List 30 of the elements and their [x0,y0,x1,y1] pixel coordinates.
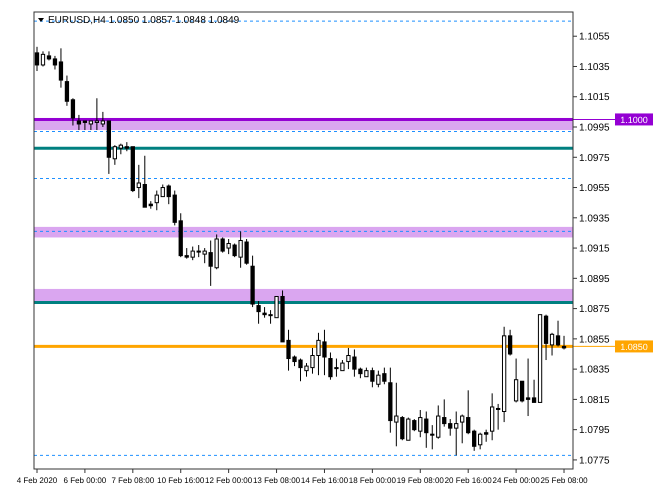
y-tick-label: 1.0775 [579,455,610,466]
y-tick-label: 1.0935 [579,213,610,224]
x-tick-label: 25 Feb 08:00 [540,476,588,485]
y-tick-label: 1.0995 [579,122,610,134]
y-tick-label: 1.0795 [579,425,610,436]
x-tick-label: 7 Feb 08:00 [111,476,155,485]
ref-line-label: 1.1000 [620,114,648,125]
x-tick-label: 14 Feb 16:00 [300,476,349,485]
x-tick-label: 20 Feb 16:00 [444,476,492,485]
y-tick-label: 1.0955 [579,183,610,194]
chart-title: EURUSD,H4 1.0850 1.0857 1.0848 1.0849 [48,15,240,26]
y-tick-label: 1.0915 [579,244,610,255]
y-tick-label: 1.0815 [579,394,610,406]
x-tick-label: 24 Feb 00:00 [492,476,540,485]
y-tick-label: 1.1035 [579,62,610,73]
x-tick-label: 12 Feb 00:00 [205,476,253,485]
x-tick-label: 4 Feb 2020 [16,476,58,485]
y-tick-label: 1.1015 [579,92,610,104]
ref-line-label: 1.0850 [620,342,648,352]
y-tick-label: 1.1055 [579,32,610,43]
y-tick-label: 1.0975 [579,152,610,164]
x-tick-label: 18 Feb 00:00 [348,476,396,485]
x-tick-label: 6 Feb 00:00 [64,476,107,485]
x-tick-label: 13 Feb 08:00 [252,476,301,485]
y-tick-label: 1.0895 [579,274,610,285]
x-tick-label: 10 Feb 16:00 [157,476,205,485]
y-tick-label: 1.0855 [579,334,610,346]
y-tick-label: 1.0875 [579,304,610,316]
y-tick-label: 1.0835 [579,364,610,376]
x-tick-label: 19 Feb 08:00 [396,476,444,485]
